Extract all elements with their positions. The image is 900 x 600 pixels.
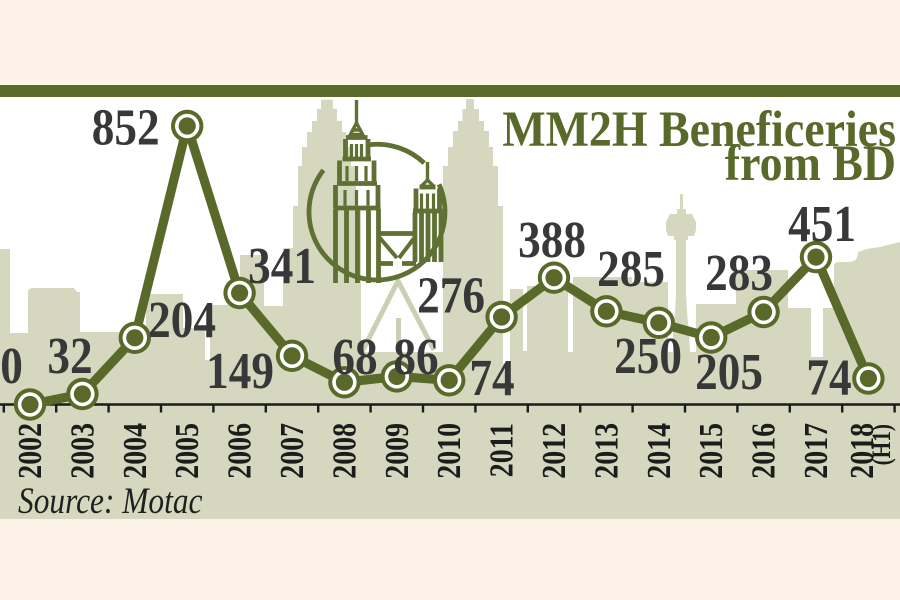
svg-text:2009: 2009 xyxy=(377,423,415,479)
svg-text:Source: Motac: Source: Motac xyxy=(18,482,202,522)
svg-text:388: 388 xyxy=(518,211,586,269)
svg-text:204: 204 xyxy=(148,291,216,349)
svg-text:(H1): (H1) xyxy=(868,424,896,465)
svg-text:86: 86 xyxy=(393,328,438,386)
svg-text:2014: 2014 xyxy=(639,423,677,479)
svg-text:2007: 2007 xyxy=(272,423,310,479)
svg-text:2013: 2013 xyxy=(587,423,625,479)
svg-text:451: 451 xyxy=(788,195,856,253)
svg-text:2010: 2010 xyxy=(430,423,468,479)
svg-text:2018: 2018 xyxy=(842,423,880,479)
svg-text:74: 74 xyxy=(469,349,514,407)
svg-text:2017: 2017 xyxy=(796,423,834,479)
svg-text:2015: 2015 xyxy=(692,423,730,479)
svg-text:32: 32 xyxy=(47,327,92,385)
svg-text:2011: 2011 xyxy=(482,423,520,477)
svg-text:0: 0 xyxy=(0,337,23,395)
svg-text:74: 74 xyxy=(806,349,851,407)
svg-text:2012: 2012 xyxy=(534,423,572,479)
svg-text:205: 205 xyxy=(695,343,763,401)
svg-text:285: 285 xyxy=(597,240,665,298)
svg-text:276: 276 xyxy=(417,267,485,325)
svg-text:2016: 2016 xyxy=(744,423,782,479)
svg-text:149: 149 xyxy=(206,342,274,400)
svg-text:MM2H Beneficeries: MM2H Beneficeries xyxy=(502,102,896,158)
svg-text:2003: 2003 xyxy=(63,423,101,479)
svg-text:2005: 2005 xyxy=(168,423,206,479)
svg-text:283: 283 xyxy=(705,244,773,302)
svg-text:341: 341 xyxy=(248,237,316,295)
svg-text:250: 250 xyxy=(614,327,682,385)
svg-text:68: 68 xyxy=(332,328,377,386)
svg-text:2002: 2002 xyxy=(10,423,48,479)
svg-text:2006: 2006 xyxy=(220,423,258,479)
svg-text:2008: 2008 xyxy=(325,423,363,479)
svg-text:from BD: from BD xyxy=(725,136,896,192)
svg-text:852: 852 xyxy=(92,99,160,157)
svg-text:2004: 2004 xyxy=(115,423,153,479)
